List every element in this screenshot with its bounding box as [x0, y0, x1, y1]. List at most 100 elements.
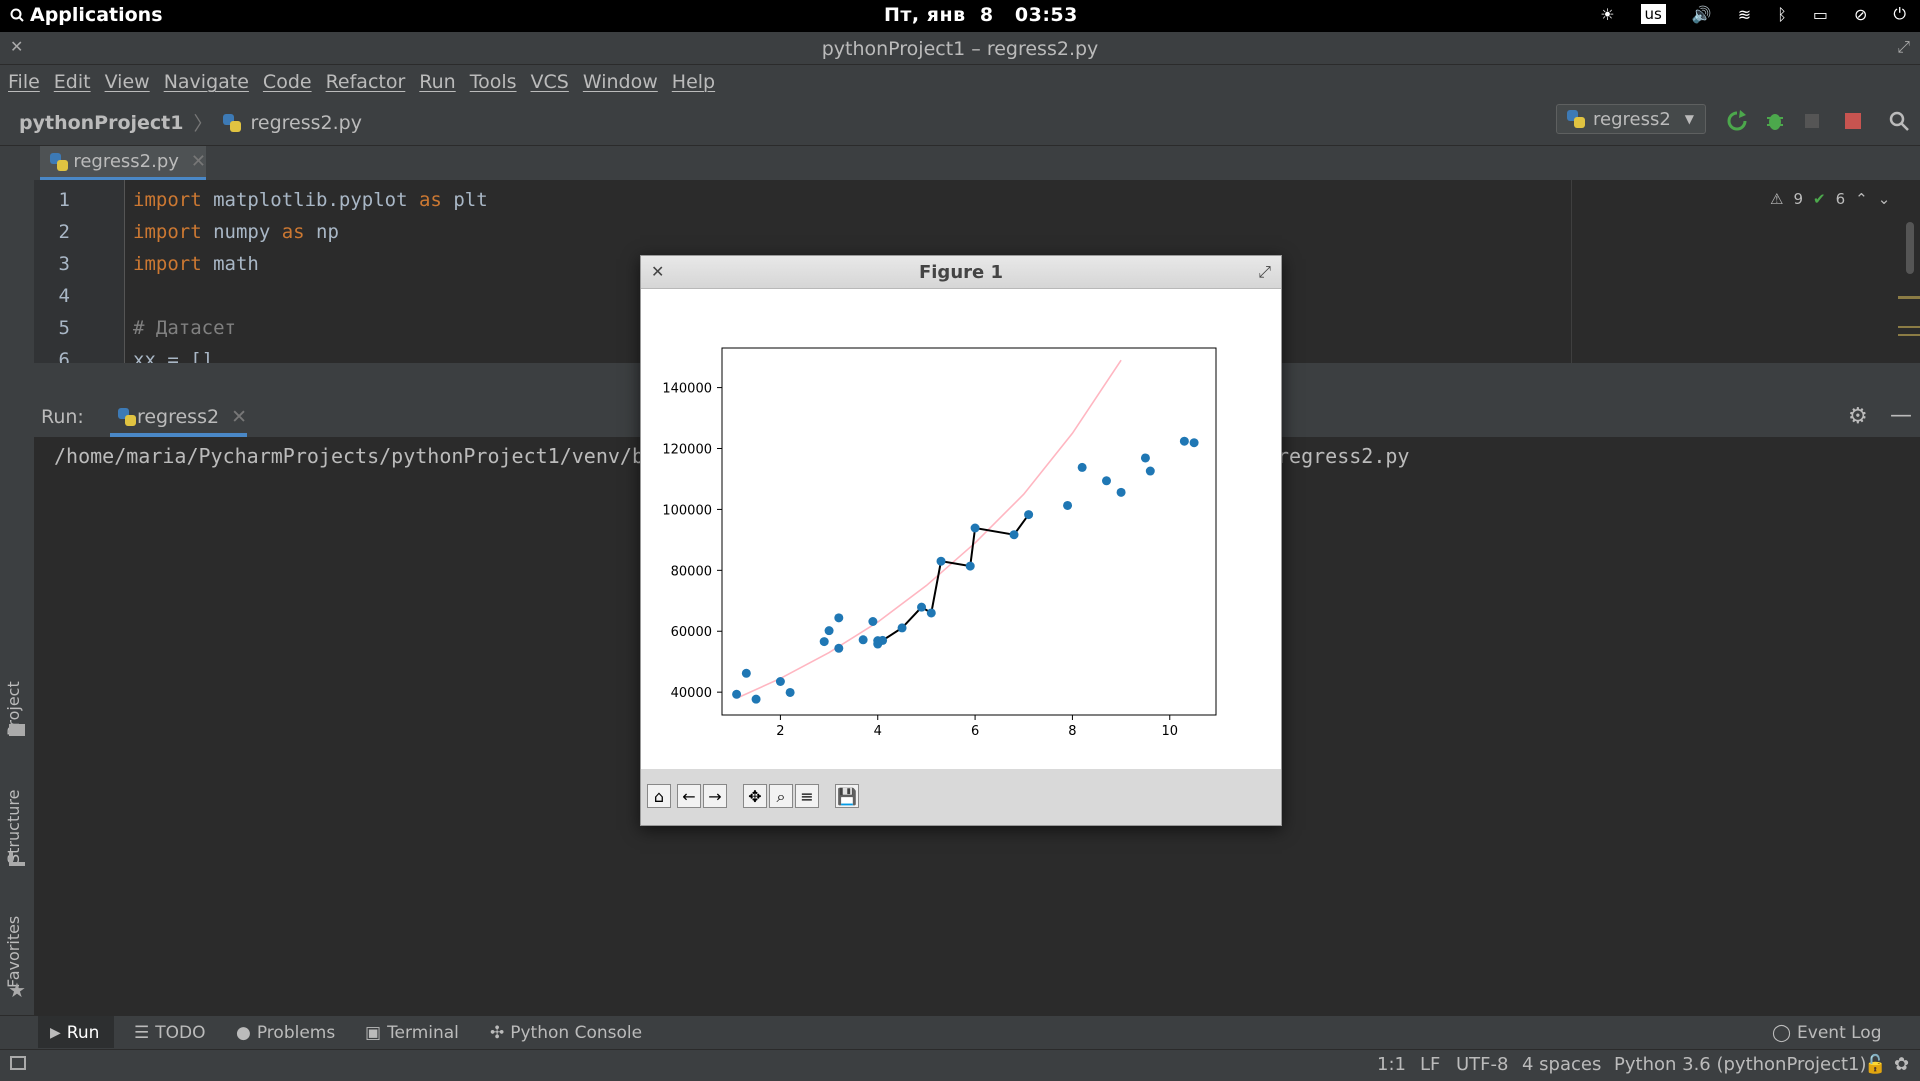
- scatter-point: [926, 608, 936, 618]
- run-tab-regress2[interactable]: regress2 ✕: [110, 400, 247, 437]
- back-arrow-icon[interactable]: ←: [677, 784, 701, 808]
- scatter-point: [732, 689, 742, 699]
- event-log-label: Event Log: [1797, 1023, 1882, 1043]
- menu-navigate[interactable]: Navigate: [163, 71, 249, 93]
- x-tick-label: 2: [776, 724, 784, 739]
- run-configuration-dropdown[interactable]: regress2 ▼: [1556, 104, 1706, 134]
- lock-icon[interactable]: 🔓: [1864, 1054, 1887, 1075]
- line-number: 5: [58, 317, 70, 339]
- menu-run[interactable]: Run: [419, 71, 456, 93]
- folder-icon: [9, 724, 25, 736]
- home-icon[interactable]: ⌂: [647, 784, 671, 808]
- menu-refactor[interactable]: Refactor: [325, 71, 406, 93]
- menu-view[interactable]: View: [104, 71, 150, 93]
- event-log-icon: ◯: [1772, 1023, 1792, 1043]
- y-tick-label: 60000: [671, 625, 712, 640]
- gear-icon[interactable]: ⚙: [1848, 404, 1868, 429]
- debug-icon[interactable]: [1764, 110, 1786, 132]
- close-figure-icon[interactable]: ✕: [651, 262, 665, 281]
- applications-menu[interactable]: Applications: [10, 4, 163, 26]
- chevron-down-icon[interactable]: ⌄: [1877, 190, 1891, 208]
- code-text: math: [201, 253, 259, 275]
- battery-icon[interactable]: ▭: [1812, 4, 1828, 24]
- zoom-icon[interactable]: ⌕: [769, 784, 793, 808]
- terminal-tool-button[interactable]: ▣ Terminal: [365, 1023, 459, 1043]
- todo-tool-button[interactable]: ☰ TODO: [134, 1023, 206, 1043]
- close-window-icon[interactable]: ✕: [10, 37, 24, 56]
- editor-tab-regress2[interactable]: regress2.py ✕: [40, 146, 206, 180]
- coverage-icon[interactable]: [1802, 110, 1824, 132]
- minimize-icon[interactable]: —: [1890, 403, 1912, 428]
- code-text: np: [304, 221, 339, 243]
- indent-setting[interactable]: 4 spaces: [1522, 1054, 1602, 1075]
- plot-axes-frame: [721, 347, 1217, 716]
- editor-tab-strip: [34, 146, 1920, 180]
- chevron-down-icon: ▼: [1684, 112, 1695, 126]
- x-tick-label: 10: [1161, 724, 1178, 739]
- keyboard-layout[interactable]: us: [1640, 4, 1666, 24]
- regression-curve: [736, 359, 1122, 699]
- pan-icon[interactable]: ✥: [743, 784, 767, 808]
- code-line-2: import numpy as np: [133, 221, 339, 243]
- editor-scrollbar[interactable]: [1906, 222, 1914, 274]
- breadcrumb-file[interactable]: regress2.py: [250, 111, 362, 134]
- system-top-bar: Applications Пт, янв 8 03:53 ☀ us 🔊 ≋ ᛒ …: [0, 0, 1920, 32]
- wifi-icon[interactable]: ≋: [1737, 4, 1752, 24]
- python-console-tool-button[interactable]: ✣ Python Console: [490, 1023, 642, 1043]
- scatter-point: [878, 635, 888, 645]
- console-output-right: regress2.py: [1277, 444, 1410, 468]
- run-tool-button[interactable]: ▶ Run: [50, 1023, 99, 1043]
- maximize-icon[interactable]: ⤢: [1897, 37, 1910, 56]
- check-icon: ✔: [1813, 190, 1826, 208]
- line-separator[interactable]: LF: [1420, 1054, 1441, 1075]
- star-icon: ★: [8, 978, 26, 1002]
- menu-window[interactable]: Window: [582, 71, 658, 93]
- system-tray: ☀ us 🔊 ≋ ᛒ ▭ ⊘ ⏻: [1600, 4, 1906, 24]
- clock[interactable]: Пт, янв 8 03:53: [884, 4, 1078, 26]
- git-icon[interactable]: ✿: [1894, 1054, 1910, 1075]
- maximize-figure-icon[interactable]: ⤢: [1258, 262, 1271, 281]
- scatter-point: [1189, 438, 1199, 448]
- chevron-up-icon[interactable]: ⌃: [1855, 190, 1868, 208]
- event-log-button[interactable]: ◯ Event Log: [1772, 1023, 1882, 1043]
- toggle-tool-windows-icon[interactable]: [10, 1056, 26, 1070]
- problems-tool-label: Problems: [256, 1023, 336, 1043]
- bottom-tool-strip: [0, 1015, 1920, 1050]
- python-interpreter[interactable]: Python 3.6 (pythonProject1): [1614, 1054, 1867, 1075]
- menu-tools[interactable]: Tools: [469, 71, 517, 93]
- file-encoding[interactable]: UTF-8: [1456, 1054, 1509, 1075]
- menu-vcs[interactable]: VCS: [530, 71, 569, 93]
- scatter-point: [834, 613, 844, 623]
- editor-tab-label: regress2.py: [73, 151, 179, 172]
- check-count: 6: [1835, 190, 1846, 208]
- scatter-point: [897, 623, 907, 633]
- brightness-icon[interactable]: ☀: [1600, 4, 1615, 24]
- power-icon[interactable]: ⏻: [1893, 4, 1906, 23]
- configure-subplots-icon[interactable]: ≡: [795, 784, 819, 808]
- forward-arrow-icon[interactable]: →: [703, 784, 727, 808]
- scatter-point: [965, 561, 975, 571]
- bluetooth-icon[interactable]: ᛒ: [1777, 4, 1787, 24]
- volume-icon[interactable]: 🔊: [1691, 4, 1712, 24]
- search-everywhere-icon[interactable]: [1888, 110, 1910, 132]
- problems-tool-button[interactable]: ● Problems: [236, 1023, 335, 1043]
- close-tab-icon[interactable]: ✕: [231, 405, 247, 428]
- x-tick-label: 4: [874, 724, 882, 739]
- code-text: plt: [441, 189, 488, 211]
- breadcrumb-project[interactable]: pythonProject1: [19, 111, 184, 134]
- menu-edit[interactable]: Edit: [53, 71, 91, 93]
- code-line-6: xx = []: [133, 349, 214, 363]
- rerun-icon[interactable]: [1726, 110, 1748, 132]
- window-title-bar: ✕ pythonProject1 – regress2.py ⤢: [0, 32, 1920, 65]
- line-number: 6: [58, 349, 70, 363]
- caret-position[interactable]: 1:1: [1377, 1054, 1406, 1075]
- menu-file[interactable]: File: [8, 71, 40, 93]
- save-figure-icon[interactable]: 💾: [835, 784, 859, 808]
- stop-icon[interactable]: [1842, 110, 1864, 132]
- menu-code[interactable]: Code: [262, 71, 312, 93]
- inspection-widget[interactable]: ⚠ 9 ✔ 6 ⌃ ⌄: [1770, 190, 1890, 208]
- scatter-point: [824, 626, 834, 636]
- close-tab-icon[interactable]: ✕: [190, 151, 206, 172]
- menu-help[interactable]: Help: [671, 71, 716, 93]
- notifications-off-icon[interactable]: ⊘: [1853, 4, 1868, 24]
